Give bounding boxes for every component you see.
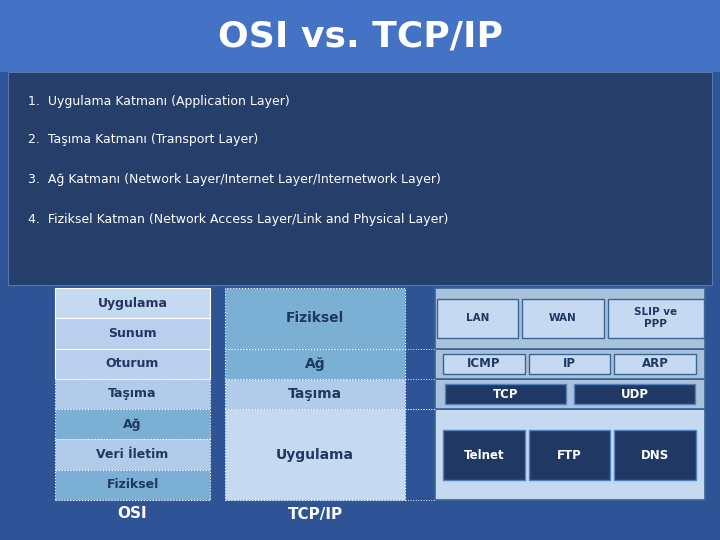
- FancyBboxPatch shape: [435, 409, 705, 500]
- FancyBboxPatch shape: [55, 409, 210, 440]
- Text: Sunum: Sunum: [108, 327, 157, 340]
- Text: 2.  Taşıma Katmanı (Transport Layer): 2. Taşıma Katmanı (Transport Layer): [28, 133, 258, 146]
- Text: SLIP ve
PPP: SLIP ve PPP: [634, 307, 678, 329]
- Text: TCP: TCP: [492, 388, 518, 401]
- FancyBboxPatch shape: [55, 440, 210, 470]
- Text: 4.  Fiziksel Katman (Network Access Layer/Link and Physical Layer): 4. Fiziksel Katman (Network Access Layer…: [28, 213, 449, 226]
- FancyBboxPatch shape: [55, 288, 210, 318]
- FancyBboxPatch shape: [608, 299, 703, 338]
- FancyBboxPatch shape: [528, 354, 611, 374]
- FancyBboxPatch shape: [8, 72, 712, 285]
- Text: Ağ: Ağ: [305, 357, 325, 371]
- Text: Taşıma: Taşıma: [108, 388, 157, 401]
- FancyBboxPatch shape: [55, 379, 210, 409]
- FancyBboxPatch shape: [435, 379, 705, 409]
- Text: IP: IP: [563, 357, 576, 370]
- FancyBboxPatch shape: [443, 430, 525, 480]
- Text: UDP: UDP: [621, 388, 649, 401]
- FancyBboxPatch shape: [55, 349, 210, 379]
- FancyBboxPatch shape: [435, 349, 705, 379]
- FancyBboxPatch shape: [574, 384, 695, 404]
- Text: Taşıma: Taşıma: [288, 387, 342, 401]
- FancyBboxPatch shape: [445, 384, 566, 404]
- FancyBboxPatch shape: [614, 354, 696, 374]
- Text: 1.  Uygulama Katmanı (Application Layer): 1. Uygulama Katmanı (Application Layer): [28, 96, 289, 109]
- Text: Uygulama: Uygulama: [97, 296, 168, 309]
- Text: OSI vs. TCP/IP: OSI vs. TCP/IP: [217, 19, 503, 53]
- Text: WAN: WAN: [549, 313, 577, 323]
- Text: Ağ: Ağ: [123, 418, 142, 431]
- FancyBboxPatch shape: [55, 318, 210, 349]
- FancyBboxPatch shape: [528, 430, 611, 480]
- FancyBboxPatch shape: [435, 288, 705, 349]
- Text: ARP: ARP: [642, 357, 669, 370]
- Text: LAN: LAN: [466, 313, 489, 323]
- Text: Uygulama: Uygulama: [276, 448, 354, 462]
- FancyBboxPatch shape: [0, 0, 720, 72]
- Text: Veri İletim: Veri İletim: [96, 448, 168, 461]
- Text: Fiziksel: Fiziksel: [107, 478, 158, 491]
- Text: OSI: OSI: [117, 507, 148, 522]
- Text: FTP: FTP: [557, 449, 582, 462]
- FancyBboxPatch shape: [443, 354, 525, 374]
- FancyBboxPatch shape: [225, 288, 405, 349]
- FancyBboxPatch shape: [614, 430, 696, 480]
- Text: 3.  Ağ Katmanı (Network Layer/Internet Layer/Internetwork Layer): 3. Ağ Katmanı (Network Layer/Internet La…: [28, 173, 441, 186]
- Text: Oturum: Oturum: [106, 357, 159, 370]
- FancyBboxPatch shape: [225, 379, 405, 409]
- Text: Telnet: Telnet: [464, 449, 504, 462]
- FancyBboxPatch shape: [436, 299, 518, 338]
- FancyBboxPatch shape: [225, 409, 405, 500]
- Text: Fiziksel: Fiziksel: [286, 311, 344, 325]
- Text: TCP/IP: TCP/IP: [287, 507, 343, 522]
- FancyBboxPatch shape: [225, 349, 405, 379]
- Text: DNS: DNS: [641, 449, 670, 462]
- FancyBboxPatch shape: [55, 470, 210, 500]
- Text: ICMP: ICMP: [467, 357, 500, 370]
- FancyBboxPatch shape: [522, 299, 604, 338]
